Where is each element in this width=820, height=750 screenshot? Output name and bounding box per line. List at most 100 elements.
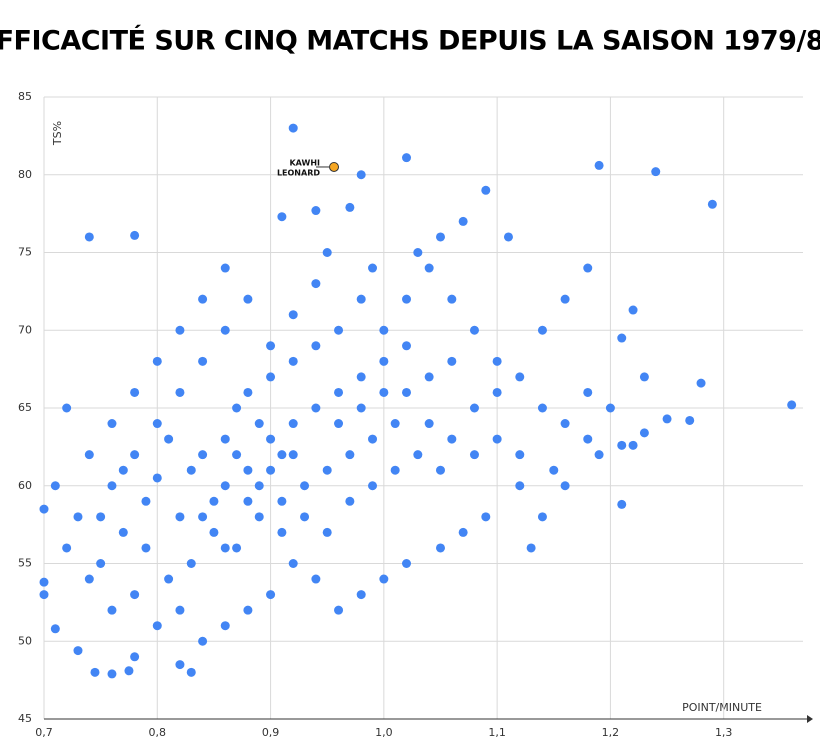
data-point [220, 325, 230, 335]
data-point [39, 590, 49, 600]
data-point [152, 621, 162, 631]
data-point [639, 372, 649, 382]
data-point [617, 440, 627, 450]
highlight-point [329, 161, 340, 172]
data-point [526, 543, 536, 553]
data-point [50, 481, 60, 491]
data-point [345, 496, 355, 506]
data-point [277, 212, 287, 222]
data-point [345, 202, 355, 212]
data-point [334, 605, 344, 615]
data-point [124, 666, 134, 676]
data-point [266, 372, 276, 382]
data-point [515, 372, 525, 382]
data-point [198, 356, 208, 366]
data-point [334, 419, 344, 429]
data-point [277, 496, 287, 506]
data-point [435, 465, 445, 475]
data-point [492, 434, 502, 444]
data-point [492, 387, 502, 397]
data-point [605, 403, 615, 413]
data-point [254, 419, 264, 429]
data-point [220, 481, 230, 491]
data-point [356, 590, 366, 600]
data-point [288, 450, 298, 460]
data-point [232, 543, 242, 553]
data-point [152, 356, 162, 366]
data-point [220, 263, 230, 273]
data-point [243, 605, 253, 615]
chart-title: EFFICACITÉ SUR CINQ MATCHS DEPUIS LA SAI… [0, 25, 820, 57]
data-point [617, 499, 627, 509]
data-point [447, 356, 457, 366]
y-tick-label: 55 [18, 557, 32, 570]
data-point [220, 543, 230, 553]
data-point [96, 512, 106, 522]
data-point [311, 341, 321, 351]
x-tick-label: 1,1 [488, 726, 506, 739]
data-point [175, 325, 185, 335]
data-point [617, 333, 627, 343]
data-point [39, 577, 49, 587]
data-point [379, 325, 389, 335]
data-point [254, 512, 264, 522]
data-point [368, 481, 378, 491]
data-point [402, 387, 412, 397]
data-point [266, 434, 276, 444]
x-axis-arrow [807, 715, 813, 723]
data-point [130, 590, 140, 600]
data-point [266, 590, 276, 600]
data-point [537, 512, 547, 522]
data-point [345, 450, 355, 460]
data-point [356, 403, 366, 413]
y-tick-label: 85 [18, 90, 32, 103]
data-point [175, 660, 185, 670]
data-point [73, 646, 83, 656]
data-point [402, 294, 412, 304]
data-point [662, 414, 672, 424]
data-point [243, 496, 253, 506]
data-point [186, 559, 196, 568]
data-point [651, 167, 661, 177]
data-point [62, 543, 72, 553]
data-point [141, 496, 151, 506]
data-point [322, 465, 332, 475]
x-axis-label: POINT/MINUTE [682, 701, 762, 714]
data-point [288, 559, 298, 568]
data-point [537, 325, 547, 335]
data-point [118, 527, 128, 537]
data-point [334, 325, 344, 335]
data-point [107, 605, 117, 615]
y-tick-label: 80 [18, 168, 32, 181]
data-point [503, 232, 513, 242]
data-point [379, 356, 389, 366]
y-tick-label: 75 [18, 246, 32, 259]
data-point [186, 667, 196, 677]
data-point [413, 450, 423, 460]
data-point [583, 387, 593, 397]
data-point [311, 279, 321, 289]
data-point [413, 248, 423, 257]
data-point [266, 341, 276, 351]
data-point [84, 450, 94, 460]
data-point [356, 170, 366, 180]
data-point [175, 512, 185, 522]
data-point [198, 512, 208, 522]
data-point [356, 372, 366, 382]
data-point [481, 185, 491, 195]
y-tick-label: 60 [18, 479, 32, 492]
data-point [288, 419, 298, 429]
data-point [424, 372, 434, 382]
data-point [164, 434, 174, 444]
data-point [685, 415, 695, 425]
data-point [515, 450, 525, 460]
data-point [402, 341, 412, 351]
data-point [118, 465, 128, 475]
data-point [243, 294, 253, 304]
highlight-label: KAWHI [289, 158, 320, 167]
highlight-label: LEONARD [277, 168, 320, 177]
data-point [368, 263, 378, 273]
data-point [266, 465, 276, 475]
data-point [458, 216, 468, 226]
x-tick-label: 1,2 [602, 726, 620, 739]
